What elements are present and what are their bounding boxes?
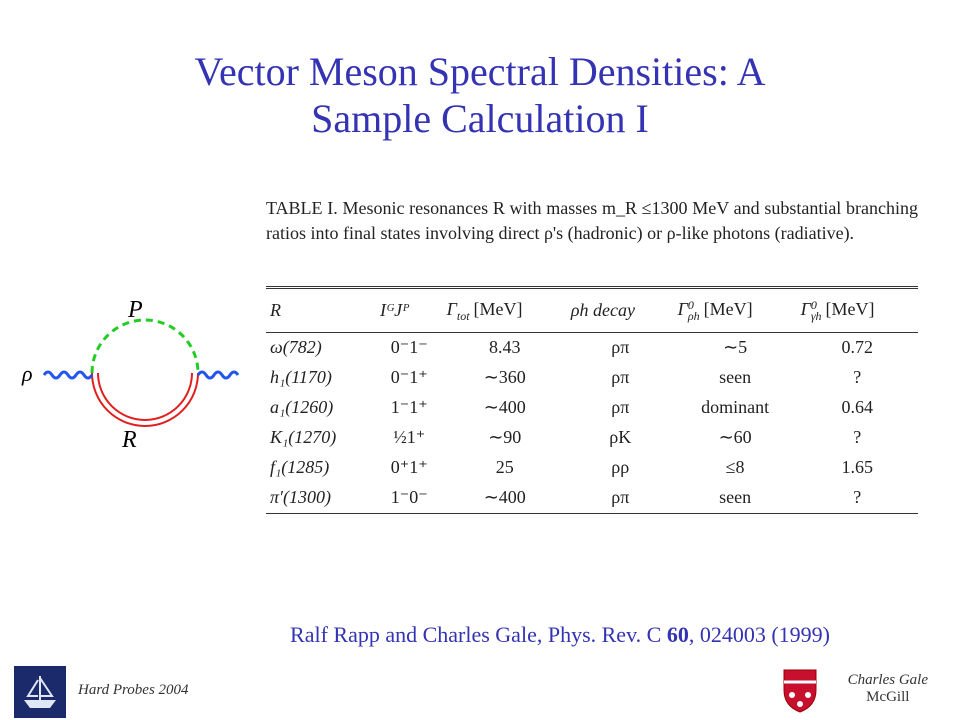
table-cell: ω(782)	[270, 337, 322, 358]
table-cell: K₁(1270)	[270, 427, 337, 448]
table-cell: ≤8	[725, 457, 745, 478]
citation-volume: 60	[666, 622, 689, 647]
diagram-label: ρ	[21, 361, 33, 386]
table-cell: ∼400	[483, 397, 526, 418]
university-crest	[783, 669, 817, 713]
header-cell: IᴳJᴾ	[375, 287, 443, 333]
citation-text: Ralf Rapp and Charles Gale, Phys. Rev. C	[290, 622, 667, 647]
header-indices: tot	[457, 300, 470, 322]
table-row: f₁(1285) 0⁺1⁺ 25 ρρ ≤8 1.65	[266, 453, 918, 483]
propagator-right	[196, 370, 240, 380]
diagram-label: P	[127, 297, 143, 323]
table-cell: 1⁻1⁺	[390, 397, 428, 418]
table-row: h₁(1170) 0⁻1⁺ ∼360 ρπ seen?	[266, 363, 918, 393]
table-cell: 0.72	[841, 337, 874, 358]
table-cell: ρK	[609, 427, 632, 448]
header-cell: Γ 0 ρh [MeV]	[673, 287, 797, 333]
table-cell: 8.43	[489, 337, 521, 358]
table-cell: ρπ	[611, 337, 630, 358]
header-row: R IᴳJᴾ Γ tot [MeV] ρh decay Γ 0 ρh [MeV] Γ 0 γh [MeV…	[266, 287, 918, 333]
table-cell: ρπ	[611, 397, 630, 418]
table-cell: 25	[495, 457, 514, 478]
table-cell: 0⁺1⁺	[390, 457, 428, 478]
table-cell: a₁(1260)	[270, 397, 334, 418]
feynman-diagram: P R ρ	[21, 297, 240, 453]
title-line: Vector Meson Spectral Densities: A	[194, 49, 766, 94]
footer-name: Charles Gale	[847, 672, 928, 688]
table-cell: 1⁻0⁻	[390, 487, 428, 508]
table-cell: ∼5	[723, 337, 748, 358]
resonance-table: R IᴳJᴾ Γ tot [MeV] ρh decay Γ 0 ρh [MeV] Γ 0 γh [MeV…	[266, 286, 918, 514]
header-symbol: Γ	[800, 299, 811, 319]
table-cell: h₁(1170)	[270, 367, 332, 388]
header-cell: Γ tot [MeV]	[442, 287, 567, 333]
table-cell: seen	[719, 487, 752, 508]
header-indices: 0 γh	[810, 297, 822, 323]
table-cell: ?	[853, 427, 862, 448]
footer-left: Hard Probes 2004	[78, 682, 189, 698]
table-row: π′(1300) 1⁻0⁻ ∼400 ρπ seen?	[266, 483, 918, 514]
table-cell: ?	[853, 487, 862, 508]
table-cell: 0⁻1⁺	[390, 367, 428, 388]
footer-right: Charles Gale McGill	[848, 672, 928, 706]
table-cell: 0⁻1⁻	[390, 337, 428, 358]
header-symbol: Γ	[677, 299, 688, 319]
table-cell: ρπ	[611, 487, 630, 508]
table-cell: ∼60	[718, 427, 752, 448]
conference-logo	[14, 666, 66, 718]
table-cell: ½1⁺	[393, 427, 426, 448]
table-cell: 1.65	[841, 457, 874, 478]
citation: Ralf Rapp and Charles Gale, Phys. Rev. C…	[160, 622, 960, 648]
meson-loop-bottom	[91, 372, 199, 427]
meson-loop-bottom	[97, 372, 193, 421]
header-unit: [MeV]	[825, 299, 875, 319]
citation-text: , 024003 (1999)	[688, 622, 830, 647]
header-cell: R	[266, 287, 376, 333]
table-cell: ?	[853, 367, 862, 388]
table-cell: seen	[719, 367, 752, 388]
table-row: a₁(1260) 1⁻1⁺ ∼400 ρπ dominant 0.64	[266, 393, 918, 423]
title-line: Sample Calculation I	[311, 96, 649, 141]
header-sub: ρh	[687, 308, 700, 323]
propagator-left	[42, 370, 94, 380]
meson-loop-top	[90, 318, 200, 374]
header-symbol: Γ	[446, 299, 457, 319]
table-cell: ρπ	[611, 367, 630, 388]
table-cell: f₁(1285)	[270, 457, 330, 478]
header-indices: 0 ρh	[687, 297, 700, 323]
header-sub: tot	[456, 308, 470, 323]
table-cell: ∼360	[483, 367, 526, 388]
table-cell: ∼400	[483, 487, 526, 508]
table-caption: TABLE I. Mesonic resonances R with masse…	[266, 198, 918, 243]
header-cell: ρh decay	[566, 287, 674, 333]
header-unit: [MeV]	[703, 299, 753, 319]
table-cell: 0.64	[841, 397, 874, 418]
table-row: ω(782) 0⁻1⁻ 8.43 ρπ ∼5 0.72	[266, 332, 918, 363]
table-cell: dominant	[701, 397, 770, 418]
diagram-label: R	[121, 427, 137, 453]
header-sup: 0	[810, 297, 817, 312]
header-cell: Γ 0 γh [MeV]	[796, 287, 918, 333]
table-cell: π′(1300)	[270, 487, 331, 508]
header-sub: γh	[810, 308, 822, 323]
footer-inst: McGill	[866, 689, 910, 705]
table-row: K₁(1270) ½1⁺ ∼90 ρK ∼60?	[266, 423, 918, 453]
header-sup: 0	[687, 297, 694, 312]
table-cell: ρρ	[611, 457, 630, 478]
table-cell: ∼90	[488, 427, 522, 448]
header-unit: [MeV]	[473, 299, 523, 319]
table-body: ω(782) 0⁻1⁻ 8.43 ρπ ∼5 0.72 h₁(1170) 0⁻1⁺ ∼360 ρπ…	[266, 332, 918, 513]
